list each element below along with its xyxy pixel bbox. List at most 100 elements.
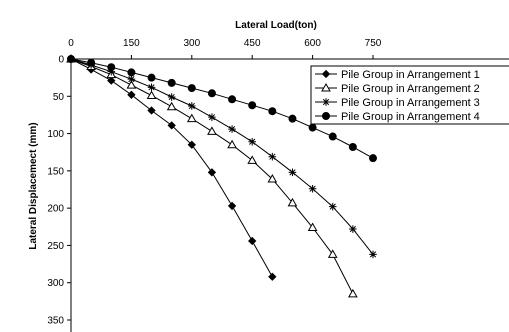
series-4-point	[368, 154, 377, 163]
series-3-line	[70, 58, 374, 255]
legend-entry: Pile Group in Arrangement 1	[315, 69, 480, 81]
series-2-point	[227, 139, 237, 149]
series-3-point	[268, 152, 277, 161]
series-3-point	[349, 225, 357, 233]
series-2-point	[247, 155, 258, 164]
series-3-point	[127, 75, 136, 83]
legend-marker-shape	[322, 98, 330, 106]
series-2-point	[186, 113, 197, 123]
series-1-point	[167, 121, 176, 130]
x-tick-label: 450	[244, 38, 261, 49]
legend-label: Pile Group in Arrangement 2	[341, 83, 480, 95]
series-1-point	[127, 90, 136, 99]
legend-box	[310, 65, 509, 125]
series-3-point-shape	[188, 102, 196, 110]
legend-label: Pile Group in Arrangement 3	[341, 97, 480, 109]
y-tick-label: 200	[47, 204, 64, 215]
series-4-point	[228, 95, 237, 104]
series-3-point-shape	[127, 75, 136, 83]
y-tick-label: 50	[53, 92, 65, 103]
series-1-point	[147, 106, 156, 115]
series-3-point	[248, 137, 256, 146]
series-4-line	[70, 58, 374, 159]
legend: Pile Group in Arrangement 1 Pile Group in…	[310, 65, 509, 125]
series-4-point	[87, 58, 96, 67]
series-2-point	[126, 80, 137, 89]
legend-entry: Pile Group in Arrangement 4	[315, 111, 480, 123]
series-3-point-shape	[308, 184, 317, 193]
series-3-point-shape	[328, 202, 337, 211]
series-2	[66, 53, 358, 298]
legend-marker	[321, 69, 331, 79]
series-3-point	[228, 125, 236, 133]
series-3-point-shape	[208, 113, 216, 121]
legend-marker	[321, 112, 330, 121]
series-2-point	[348, 288, 358, 298]
series-2-point	[207, 126, 217, 135]
series-3-point-shape	[268, 152, 277, 161]
legend-marker	[321, 82, 331, 92]
series-3-point-shape	[288, 168, 297, 177]
series-2-point	[166, 101, 177, 111]
series-3-point	[328, 202, 337, 211]
legend-label: Pile Group in Arrangement 1	[341, 69, 480, 81]
y-tick-label: 350	[47, 316, 64, 327]
series-1-point	[107, 76, 116, 85]
series-2-point	[327, 249, 338, 258]
series-4-point	[187, 84, 196, 93]
series-3-point-shape	[248, 137, 256, 146]
y-axis-title: Lateral Displacemect (mm)	[28, 122, 39, 249]
y-tick-label: 300	[47, 278, 64, 289]
x-tick-label: 600	[304, 38, 321, 49]
series-4	[67, 55, 377, 163]
series-4-point	[127, 68, 136, 77]
plot-area: 0 150 300 450 600 750 0 50 100 150 200 250 300 350	[47, 38, 509, 332]
series-4-point	[67, 55, 76, 64]
legend-entry: Pile Group in Arrangement 3	[315, 97, 480, 109]
series-4-point	[288, 114, 297, 123]
y-tick-label: 100	[47, 129, 64, 140]
series-1-point	[207, 168, 217, 177]
series-1-point	[227, 201, 237, 211]
y-tick-label: 150	[47, 166, 64, 177]
series-3-point-shape	[369, 250, 377, 259]
series-2-point	[287, 197, 298, 207]
series-3-point	[288, 168, 297, 177]
series-3-point-shape	[147, 83, 156, 92]
x-tick-label: 300	[183, 38, 200, 49]
series-3-point-shape	[167, 93, 176, 101]
series-3-point	[308, 184, 317, 193]
legend-marker	[322, 98, 330, 106]
x-tick-label: 0	[68, 38, 74, 49]
legend-entry: Pile Group in Arrangement 2	[315, 82, 480, 95]
series-4-point	[308, 123, 317, 132]
series-4-point	[167, 78, 176, 87]
series-4-point	[147, 73, 156, 82]
series-1-point	[187, 140, 196, 149]
series-4-point	[107, 63, 116, 72]
series-1-point	[248, 236, 257, 246]
series-3-point	[188, 102, 196, 110]
series-3-point	[167, 93, 176, 101]
series-3	[67, 55, 377, 259]
series-4-point	[348, 142, 357, 151]
series-1-point	[268, 272, 277, 281]
y-tick-label: 0	[58, 55, 64, 66]
series-4-point	[328, 132, 337, 141]
series-3-point	[147, 83, 156, 92]
series-4-point	[268, 107, 277, 116]
series-3-point-shape	[349, 225, 357, 233]
series-4-point	[207, 89, 216, 98]
series-3-point	[107, 67, 116, 76]
series-2-point	[267, 174, 278, 183]
y-tick-label: 250	[47, 241, 64, 252]
series-3-point-shape	[107, 67, 116, 76]
x-tick-label: 150	[123, 38, 140, 49]
x-axis-title: Lateral Load(ton)	[235, 20, 317, 31]
x-tick-label: 750	[365, 38, 382, 49]
series-3-point	[208, 113, 216, 121]
legend-label: Pile Group in Arrangement 4	[341, 111, 480, 123]
series-3-point-shape	[228, 125, 236, 133]
